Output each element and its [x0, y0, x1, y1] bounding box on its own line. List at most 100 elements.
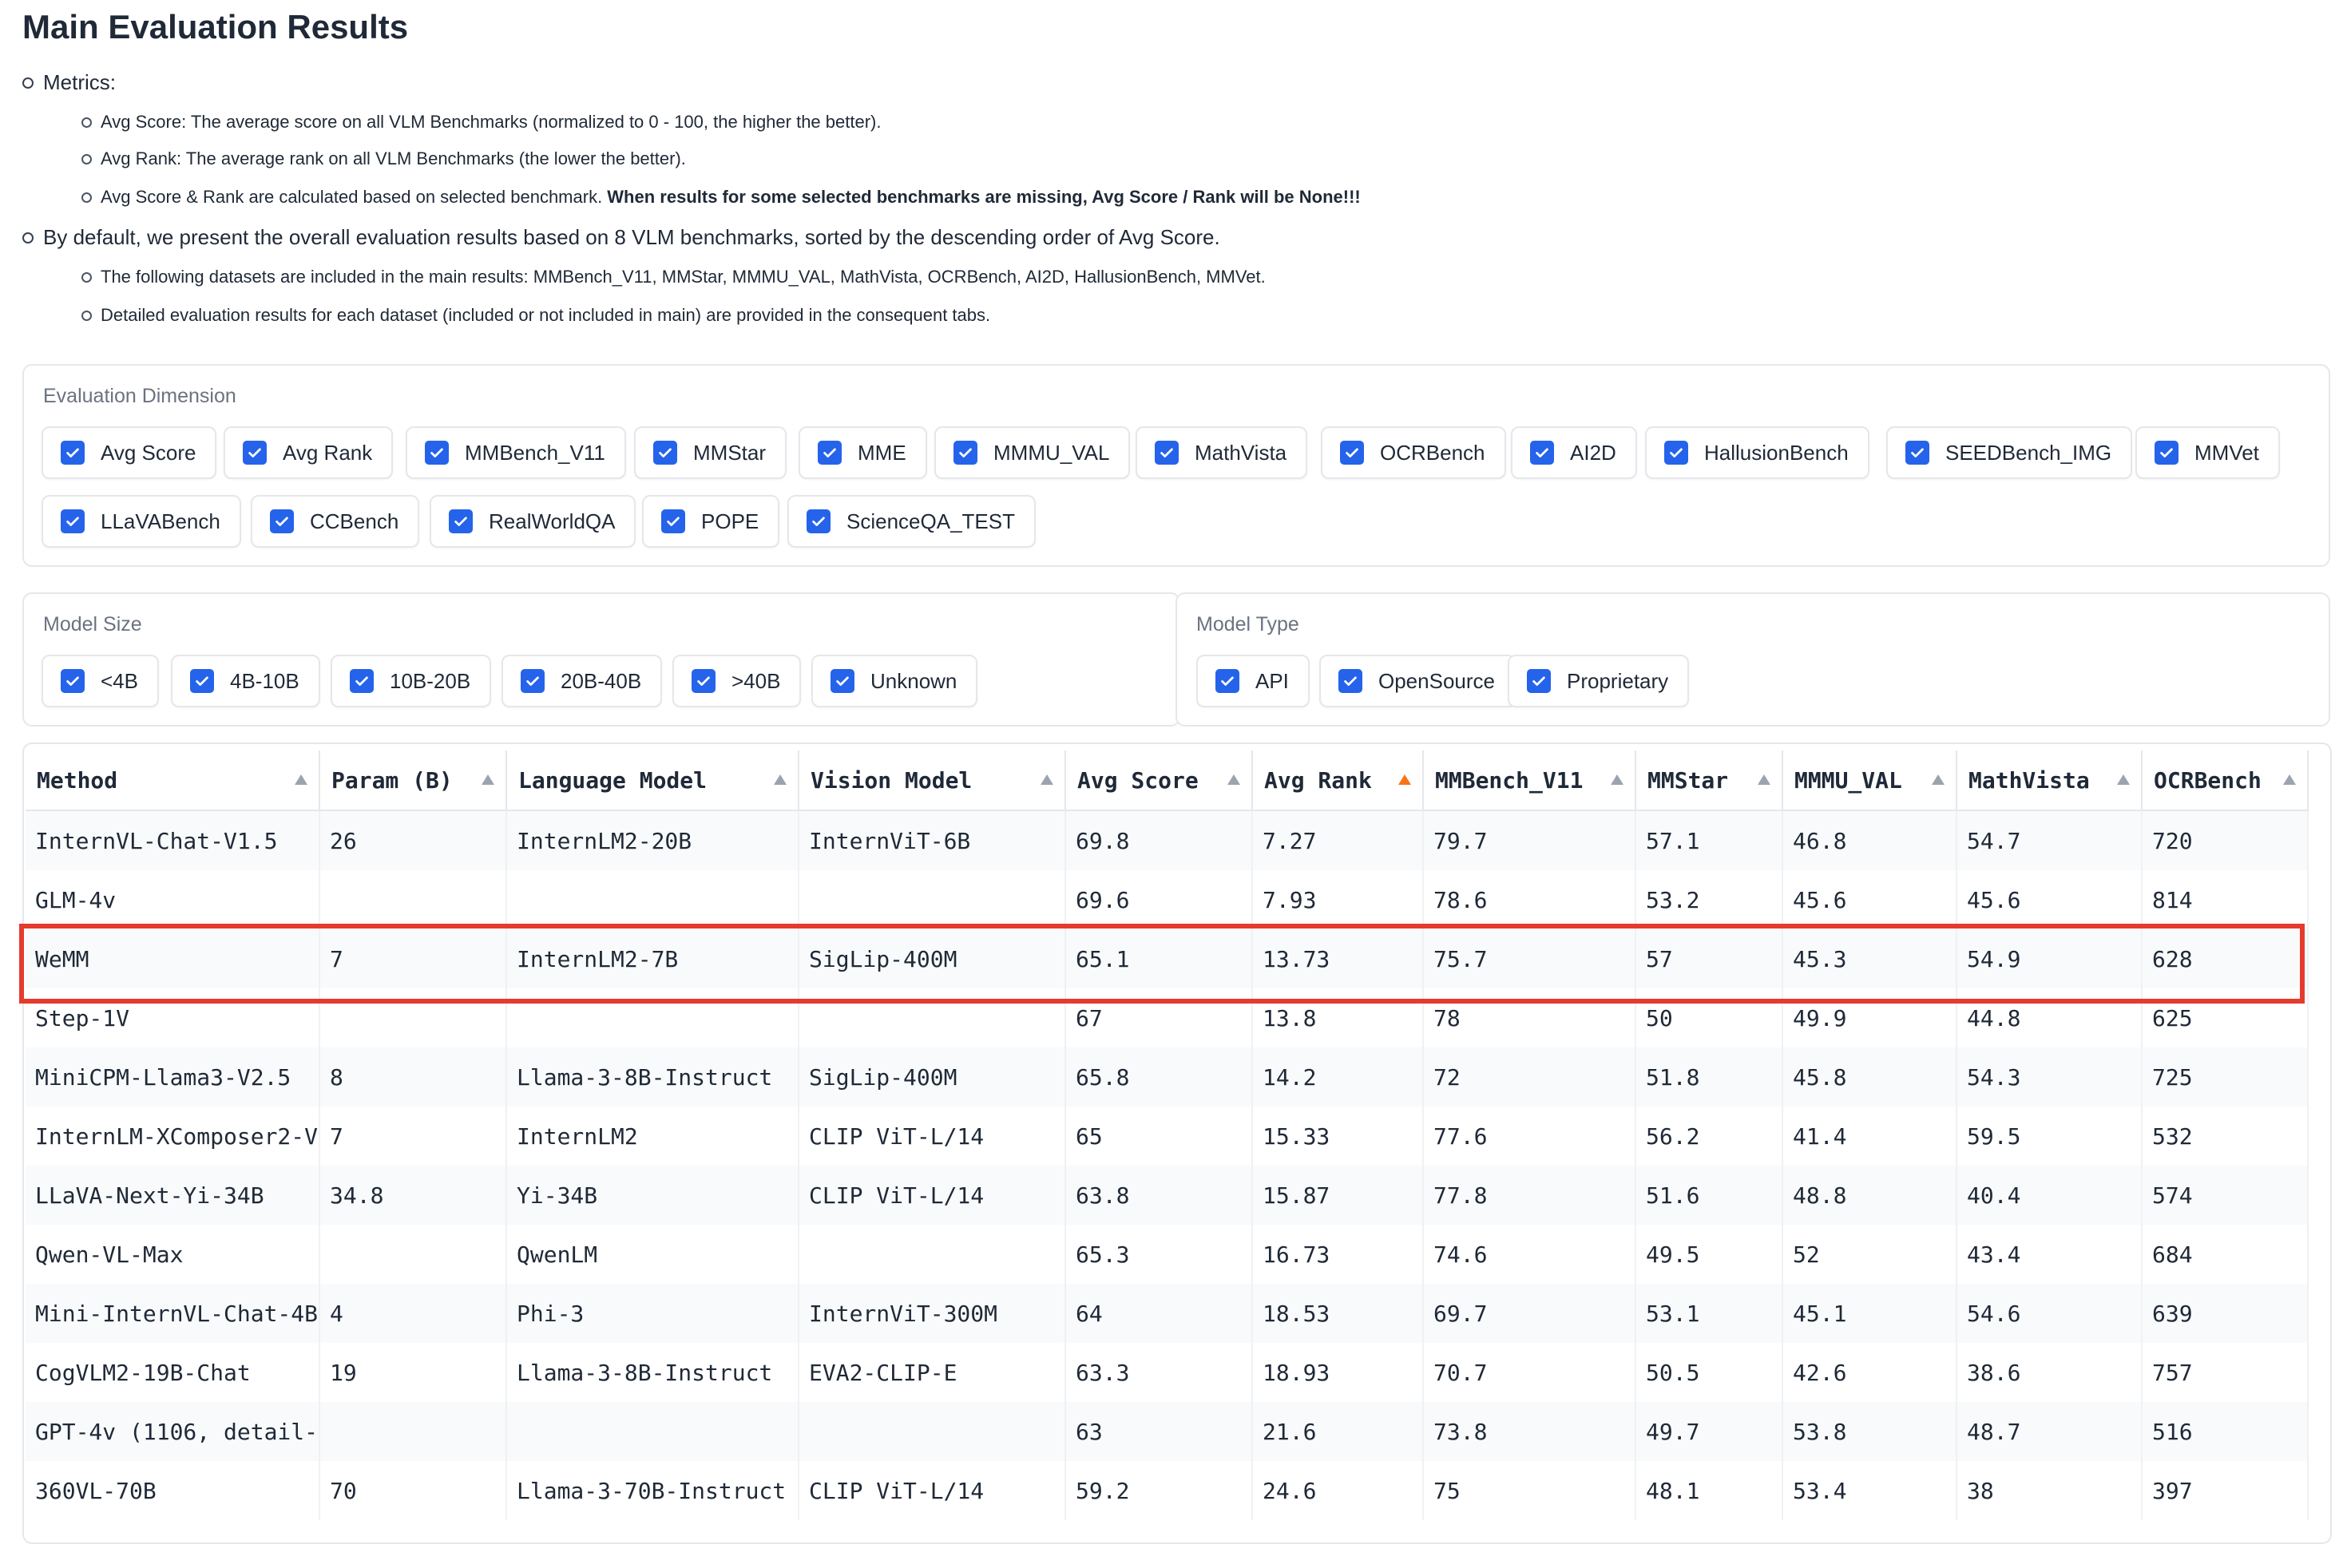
checkbox-icon[interactable] — [1527, 669, 1551, 693]
table-row[interactable]: MiniCPM-Llama3-V2.5 8 Llama-3-8B-Instruct S… — [26, 1047, 2309, 1107]
size-checkbox-10b-20b[interactable]: 10B-20B — [331, 655, 492, 707]
checkmark-icon — [276, 517, 288, 526]
column-header-language-model[interactable]: Language Model — [506, 750, 799, 811]
dimension-checkbox-mme[interactable]: MME — [799, 426, 927, 479]
checkbox-icon[interactable] — [661, 509, 685, 533]
cell-mmmu-val: 53.8 — [1782, 1402, 1957, 1461]
cell-vision-model: SigLip-400M — [799, 1047, 1066, 1107]
dimension-checkbox-realworldqa[interactable]: RealWorldQA — [430, 495, 636, 548]
column-header-mmmu-val[interactable]: MMMU_VAL — [1782, 750, 1957, 811]
column-header-param-b[interactable]: Param (B) — [319, 750, 507, 811]
type-checkbox-api[interactable]: API — [1196, 655, 1310, 707]
column-header-mmstar[interactable]: MMStar — [1635, 750, 1783, 811]
table-row[interactable]: CogVLM2-19B-Chat 19 Llama-3-8B-Instruct EVA… — [26, 1343, 2309, 1402]
checkbox-icon[interactable] — [61, 669, 85, 693]
size-checkbox-4b[interactable]: <4B — [42, 655, 159, 707]
cell-param-b — [319, 870, 507, 929]
dimension-checkbox-seedbench-img[interactable]: SEEDBench_IMG — [1886, 426, 2133, 479]
table-row[interactable]: InternLM-XComposer2-V 7 InternLM2 CLIP ViT-… — [26, 1107, 2309, 1166]
dimension-checkbox-ccbench[interactable]: CCBench — [251, 495, 420, 548]
dimension-checkbox-mmbench-v11[interactable]: MMBench_V11 — [406, 426, 626, 479]
table-row[interactable]: Step-1V 67 13.8 78 50 49.9 44.8 625 — [26, 988, 2309, 1047]
checkbox-icon[interactable] — [270, 509, 294, 533]
table-row[interactable]: InternVL-Chat-V1.5 26 InternLM2-20B InternV… — [26, 810, 2309, 870]
checkbox-icon[interactable] — [190, 669, 214, 693]
sort-arrow-icon[interactable] — [774, 774, 787, 785]
cell-mathvista: 59.5 — [1956, 1107, 2143, 1166]
dimension-checkbox-ocrbench[interactable]: OCRBench — [1321, 426, 1506, 479]
size-checkbox-40b[interactable]: >40B — [672, 655, 802, 707]
dimension-checkbox-mmvet[interactable]: MMVet — [2135, 426, 2280, 479]
size-checkbox-unknown[interactable]: Unknown — [811, 655, 978, 707]
sort-arrow-icon[interactable] — [482, 774, 494, 785]
checkbox-icon[interactable] — [1215, 669, 1239, 693]
dimension-checkbox-ai2d[interactable]: AI2D — [1511, 426, 1637, 479]
dimension-checkbox-avg-score[interactable]: Avg Score — [42, 426, 217, 479]
hollow-bullet-icon — [81, 117, 92, 128]
type-checkbox-proprietary[interactable]: Proprietary — [1508, 655, 1690, 707]
sort-arrow-icon[interactable] — [1041, 774, 1053, 785]
column-header-avg-score[interactable]: Avg Score — [1065, 750, 1253, 811]
checkbox-icon[interactable] — [653, 441, 677, 465]
checkbox-icon[interactable] — [61, 509, 85, 533]
sort-arrow-icon[interactable] — [2283, 774, 2296, 785]
column-header-vision-model[interactable]: Vision Model — [799, 750, 1066, 811]
table-row[interactable]: Qwen-VL-Max QwenLM 65.3 16.73 74.6 49.5 52 43.4… — [26, 1225, 2309, 1284]
column-header-ocrbench[interactable]: OCRBench — [2142, 750, 2309, 811]
checkbox-icon[interactable] — [350, 669, 374, 693]
checkbox-icon[interactable] — [1338, 669, 1362, 693]
checkbox-label: HallusionBench — [1704, 440, 1849, 465]
avg-score-note: Avg Score: The average score on all VLM … — [101, 112, 882, 132]
checkbox-icon[interactable] — [449, 509, 473, 533]
checkbox-icon[interactable] — [1155, 441, 1179, 465]
dimension-checkbox-mmmu-val[interactable]: MMMU_VAL — [934, 426, 1131, 479]
column-header-mmbench-v11[interactable]: MMBench_V11 — [1423, 750, 1636, 811]
checkbox-icon[interactable] — [243, 441, 267, 465]
column-header-label: Param (B) — [331, 766, 453, 794]
column-header-avg-rank[interactable]: Avg Rank — [1252, 750, 1424, 811]
cell-mathvista: 38.6 — [1956, 1343, 2143, 1402]
checkbox-icon[interactable] — [1530, 441, 1554, 465]
checkbox-icon[interactable] — [692, 669, 716, 693]
cell-mmbench-v11: 73.8 — [1423, 1402, 1636, 1461]
checkbox-icon[interactable] — [1340, 441, 1364, 465]
checkbox-icon[interactable] — [425, 441, 449, 465]
dimension-checkbox-avg-rank[interactable]: Avg Rank — [224, 426, 394, 479]
checkbox-icon[interactable] — [2155, 441, 2178, 465]
size-checkbox-4b-10b[interactable]: 4B-10B — [171, 655, 320, 707]
checkmark-icon — [355, 676, 368, 686]
sort-arrow-icon[interactable] — [1398, 774, 1411, 785]
results-table-container[interactable]: Method Param (B) Language Model Vision Mode… — [22, 742, 2332, 1544]
sort-arrow-icon[interactable] — [295, 774, 307, 785]
dimension-checkbox-mmstar[interactable]: MMStar — [634, 426, 787, 479]
checkbox-icon[interactable] — [831, 669, 854, 693]
sort-arrow-icon[interactable] — [1227, 774, 1240, 785]
checkbox-icon[interactable] — [1905, 441, 1929, 465]
dimension-checkbox-hallusionbench[interactable]: HallusionBench — [1645, 426, 1869, 479]
checkbox-icon[interactable] — [807, 509, 831, 533]
size-checkbox-20b-40b[interactable]: 20B-40B — [502, 655, 663, 707]
checkbox-icon[interactable] — [1664, 441, 1688, 465]
sort-arrow-icon[interactable] — [1932, 774, 1945, 785]
dimension-checkbox-scienceqa-test[interactable]: ScienceQA_TEST — [787, 495, 1036, 548]
checkbox-icon[interactable] — [818, 441, 842, 465]
checkbox-icon[interactable] — [521, 669, 545, 693]
table-row[interactable]: GPT-4v (1106, detail- 63 21.6 73.8 49.7 53.8 4… — [26, 1402, 2309, 1461]
dimension-checkbox-pope[interactable]: POPE — [642, 495, 780, 548]
column-header-mathvista[interactable]: MathVista — [1956, 750, 2143, 811]
table-row[interactable]: GLM-4v 69.6 7.93 78.6 53.2 45.6 45.6 814 — [26, 870, 2309, 929]
sort-arrow-icon[interactable] — [1758, 774, 1770, 785]
dimension-checkbox-mathvista[interactable]: MathVista — [1136, 426, 1308, 479]
checkbox-icon[interactable] — [953, 441, 977, 465]
dimension-checkbox-llavabench[interactable]: LLaVABench — [42, 495, 241, 548]
sort-arrow-icon[interactable] — [2117, 774, 2130, 785]
column-header-label: Method — [37, 766, 118, 794]
table-row[interactable]: Mini-InternVL-Chat-4B 4 Phi-3 InternViT-300… — [26, 1284, 2309, 1343]
checkbox-icon[interactable] — [61, 441, 85, 465]
table-row[interactable]: LLaVA-Next-Yi-34B 34.8 Yi-34B CLIP ViT-L/14… — [26, 1166, 2309, 1225]
column-header-method[interactable]: Method — [26, 750, 320, 811]
type-checkbox-opensource[interactable]: OpenSource — [1319, 655, 1516, 707]
table-row[interactable]: 360VL-70B 70 Llama-3-70B-Instruct CLIP ViT-… — [26, 1461, 2309, 1520]
table-row[interactable]: WeMM 7 InternLM2-7B SigLip-400M 65.1 13.73 75.… — [26, 929, 2309, 988]
sort-arrow-icon[interactable] — [1611, 774, 1623, 785]
